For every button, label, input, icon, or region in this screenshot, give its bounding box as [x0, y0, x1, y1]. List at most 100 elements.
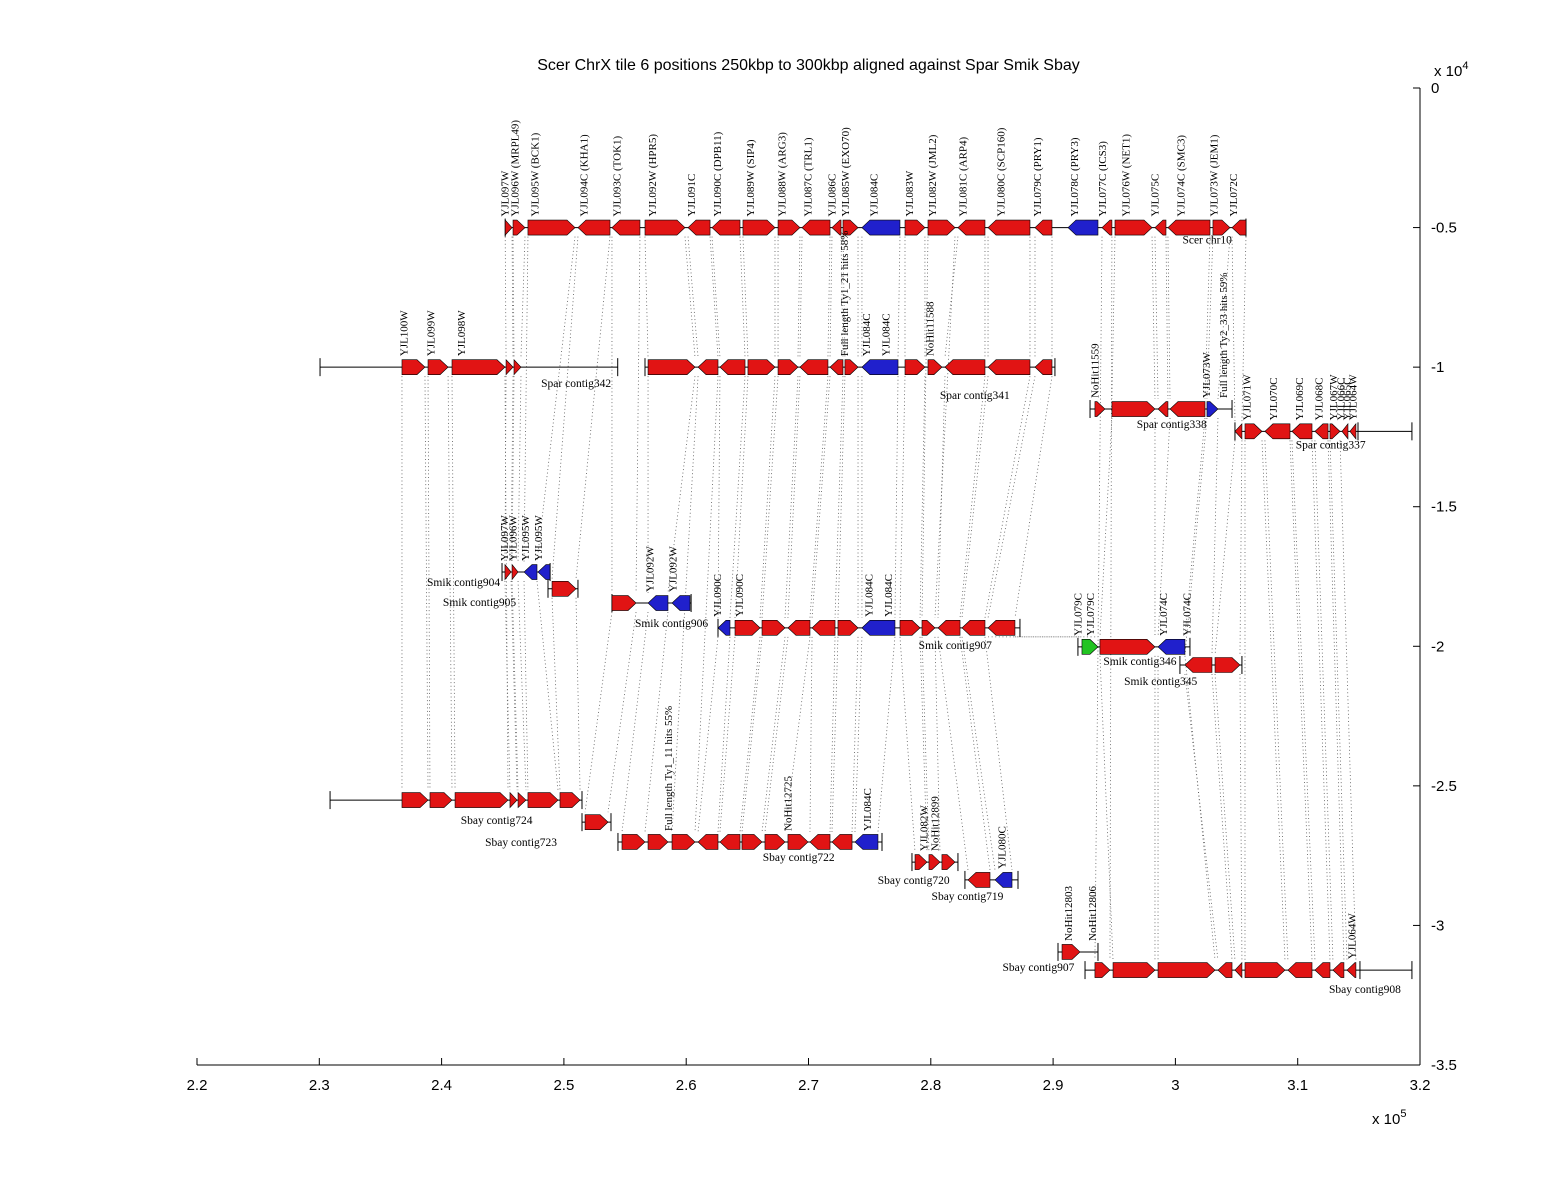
- gene-arrow-YJL087C: [799, 359, 829, 375]
- gene-label: YJL095W (BCK1): [530, 132, 542, 216]
- gene-arrow-YJL066C: [1341, 422, 1349, 440]
- gene-arrow-YJL085W: [842, 219, 859, 236]
- ortholog-link: [1154, 236, 1159, 400]
- x-tick-label: 3.2: [1410, 1077, 1431, 1094]
- ortholog-link: [837, 376, 846, 618]
- gene-arrow-YJL076W: [1112, 962, 1156, 978]
- ortholog-link: [1314, 440, 1334, 961]
- ortholog-link: [829, 636, 836, 832]
- gene-arrow-YJL071W: [1244, 423, 1263, 440]
- ortholog-link: [739, 236, 746, 358]
- ortholog-link: [961, 636, 996, 870]
- gene-label: YJL073W (JEM1): [1208, 134, 1220, 216]
- ortholog-link: [784, 636, 811, 833]
- gene-label: NoHit12806: [1087, 885, 1099, 941]
- x-tick-label: 2.3: [309, 1077, 330, 1094]
- gene-label: YJL082W (JML2): [927, 134, 939, 216]
- gene-arrow-YJL096W: [512, 219, 526, 236]
- gene-arrow-YJL091C: [697, 359, 719, 375]
- gene-label: YJL079C: [1085, 593, 1097, 636]
- ortholog-link: [899, 376, 906, 618]
- gene-arrow-YJL094C: [551, 580, 577, 597]
- ortholog-link: [809, 376, 829, 618]
- ortholog-link: [719, 636, 736, 832]
- ortholog-link: [1311, 440, 1331, 961]
- ortholog-link: [1214, 673, 1236, 961]
- ortholog-link: [424, 376, 429, 791]
- x-tick-label: 2.7: [798, 1077, 819, 1094]
- gene-arrow-YJL080C: [961, 620, 986, 636]
- gene-arrow-YJL090C: [719, 359, 746, 375]
- gene-label: YJL091C: [686, 174, 698, 217]
- contig-label: Smik contig345: [1124, 676, 1197, 688]
- ortholog-link: [809, 636, 813, 832]
- gene-arrow-YJL074C: [1167, 219, 1211, 236]
- gene-arrow-YJL080C: [987, 359, 1031, 375]
- ortholog-link: [742, 236, 749, 358]
- gene-arrow-YJL089W: [747, 359, 776, 375]
- gene-label: YJL088W (ARG3): [777, 132, 789, 217]
- gene-label: YJL092W (HPR5): [647, 134, 659, 217]
- ortholog-link: [1261, 440, 1286, 961]
- ortholog-link: [831, 636, 839, 832]
- ortholog-link: [1211, 418, 1219, 655]
- gene-arrow-YJL084C: [861, 359, 899, 375]
- gene-label: NoHit12725: [783, 775, 795, 831]
- gene-arrow-YJL072C: [1234, 961, 1243, 979]
- gene-arrow-YJL089W: [719, 834, 741, 850]
- gene-arrow-YJL077C: [1094, 962, 1111, 978]
- gene-label: YJL074C: [1181, 593, 1193, 636]
- gene-arrow-YJL092W: [671, 595, 691, 611]
- gene-arrow-YJL075C: [1154, 219, 1167, 236]
- gene-label: YJL064W: [1347, 913, 1359, 959]
- gene-label: YJL075C: [1150, 174, 1162, 217]
- ortholog-link: [759, 376, 776, 618]
- contig-label: Sbay contig722: [763, 852, 835, 864]
- gene-label: YJL092W: [668, 546, 680, 592]
- ortholog-link: [854, 636, 863, 832]
- contig-label: Sbay contig723: [485, 837, 557, 849]
- gene-label: YJL076W (NET1): [1120, 134, 1132, 217]
- ortholog-link: [799, 236, 803, 358]
- gene-label: YJL084C: [862, 788, 874, 831]
- gene-arrow-YJL082W: [927, 219, 956, 236]
- gene-arrow-YJL096W: [517, 791, 527, 809]
- gene-arrow-YJL091C: [687, 219, 711, 236]
- gene-label: YJL097W: [499, 515, 511, 561]
- gene-label: YJL090C (DPB11): [712, 131, 724, 216]
- gene-arrow-YJL074C: [1157, 962, 1216, 978]
- ortholog-link: [667, 376, 696, 594]
- gene-label: YJL072C: [1228, 174, 1240, 217]
- gene-label: YJL090C: [712, 574, 724, 617]
- x-tick-label: 2.6: [676, 1077, 697, 1094]
- gene-label: YJL068C: [1313, 378, 1325, 421]
- gene-label: YJL094C (KHA1): [578, 134, 590, 217]
- ortholog-link: [1109, 236, 1113, 961]
- gene-arrow-YJL065C: [1349, 422, 1357, 440]
- y-tick-label: -1.5: [1431, 499, 1457, 516]
- gene-arrow-YJL091C: [671, 834, 696, 850]
- x-tick-label: 3.1: [1287, 1077, 1308, 1094]
- gene-arrow-YJL072C: [1234, 423, 1243, 440]
- ortholog-link: [1239, 440, 1243, 655]
- gene-arrow-YJL083W: [904, 359, 926, 375]
- gene-arrow-nohit: [1061, 944, 1081, 960]
- ortholog-link: [919, 376, 926, 618]
- gene-arrow-YJL085W: [831, 834, 853, 850]
- gene-arrow-YJL085W: [844, 359, 859, 375]
- gene-arrow-YJL081C: [957, 219, 986, 236]
- gene-label: YJL080C (SCP160): [996, 127, 1008, 216]
- gene-label: YJL086C: [827, 174, 839, 217]
- gene-arrow-YJL084C: [854, 834, 879, 850]
- ortholog-link: [761, 376, 779, 618]
- gene-arrow-YJL067W: [1346, 962, 1357, 978]
- gene-arrow-YJL068C: [1314, 423, 1329, 440]
- gene-arrow-YJL086C: [831, 219, 842, 236]
- figure-title: Scer ChrX tile 6 positions 250kbp to 300…: [537, 57, 1080, 74]
- gene-arrow-YJL094C: [577, 219, 611, 236]
- gene-arrow-nohit: [927, 359, 943, 375]
- y-tick-label: -3.5: [1431, 1057, 1457, 1074]
- contig-label: Smik contig346: [1103, 656, 1176, 668]
- ortholog-link: [644, 611, 669, 833]
